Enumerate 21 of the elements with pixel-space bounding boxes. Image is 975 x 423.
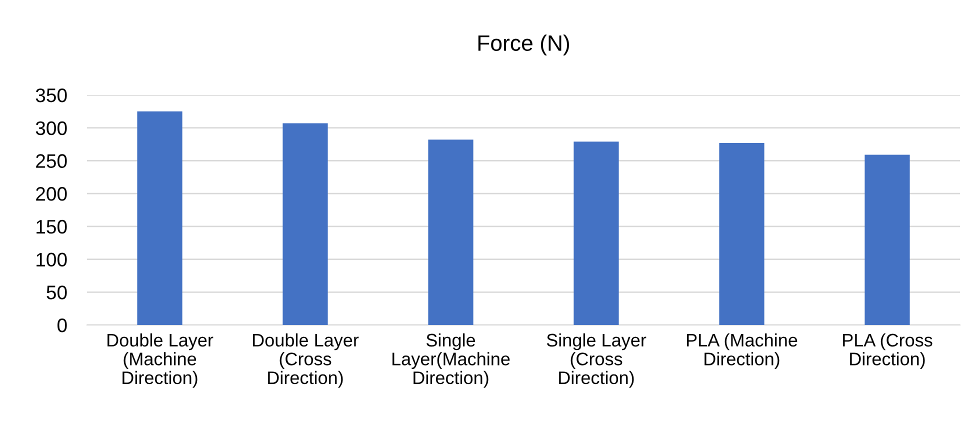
bar bbox=[574, 142, 619, 325]
bar bbox=[864, 154, 910, 325]
chart-title: Force (N) bbox=[478, 34, 570, 56]
bar bbox=[719, 142, 764, 325]
x-tick-label: PLA (Machine Direction) bbox=[687, 333, 798, 369]
y-tick-label: 300 bbox=[36, 121, 67, 136]
y-tick-label: 100 bbox=[36, 252, 67, 267]
bar bbox=[137, 111, 182, 325]
y-tick-label: 350 bbox=[36, 88, 67, 102]
bar bbox=[282, 123, 328, 325]
x-tick-label: Single Layer (Cross Direction) bbox=[546, 333, 646, 388]
y-tick-label: 0 bbox=[58, 318, 67, 332]
x-tick-label: Double Layer (Machine Direction) bbox=[108, 333, 214, 388]
y-tick-label: 250 bbox=[36, 154, 67, 168]
y-tick-label: 200 bbox=[36, 187, 67, 201]
x-tick-label: PLA (Cross Direction) bbox=[843, 333, 932, 369]
x-tick-label: Double Layer (Cross Direction) bbox=[253, 333, 359, 388]
bar bbox=[428, 140, 474, 325]
x-tick-label: Single Layer(Machine Direction) bbox=[392, 333, 510, 388]
y-tick-label: 150 bbox=[36, 220, 67, 234]
y-tick-label: 50 bbox=[46, 286, 67, 300]
